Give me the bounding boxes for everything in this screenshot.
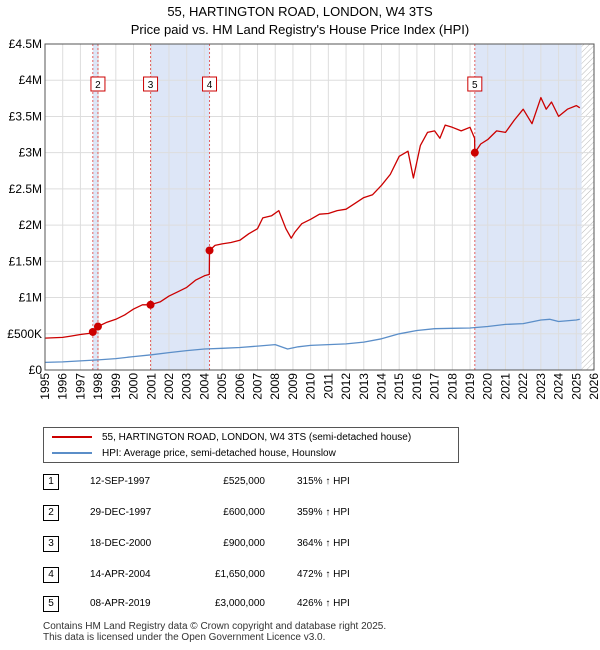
x-tick-label: 2007 [251, 373, 265, 400]
x-tick-label: 2013 [357, 373, 371, 400]
transaction-hpi: 426% ↑ HPI [297, 598, 350, 609]
x-tick-label: 2010 [304, 373, 318, 400]
transaction-hpi: 315% ↑ HPI [297, 476, 350, 487]
x-tick-label: 2020 [481, 373, 495, 400]
y-tick-label: £4.5M [9, 37, 42, 51]
x-tick-label: 2024 [552, 373, 566, 400]
legend-label-hpi: HPI: Average price, semi-detached house,… [102, 447, 336, 459]
marker-box-label: 2 [95, 80, 101, 91]
footer-license: This data is licensed under the Open Gov… [43, 632, 326, 643]
transaction-price: £900,000 [223, 538, 265, 549]
legend: 55, HARTINGTON ROAD, LONDON, W4 3TS (sem… [43, 427, 459, 463]
marker-box [467, 76, 483, 92]
x-tick-label: 2014 [374, 373, 388, 400]
legend-item-hpi: HPI: Average price, semi-detached house,… [52, 446, 336, 460]
x-tick-label: 1996 [56, 373, 70, 400]
transaction-point [146, 300, 155, 309]
transaction-price: £1,650,000 [214, 569, 265, 580]
x-tick-label: 2005 [215, 373, 229, 400]
y-tick-label: £500K [7, 327, 42, 341]
x-tick-label: 1995 [38, 373, 52, 400]
shaded-period [92, 44, 99, 370]
marker-box-label: 4 [207, 80, 213, 91]
x-tick-label: 2021 [498, 373, 512, 400]
transaction-number: 4 [43, 567, 59, 583]
legend-swatch-hpi [52, 452, 92, 454]
shaded-period [150, 44, 210, 370]
x-tick-label: 2022 [516, 373, 530, 400]
transaction-price: £3,000,000 [214, 598, 265, 609]
y-tick-label: £3.5M [9, 109, 42, 123]
transaction-hpi: 472% ↑ HPI [297, 569, 350, 580]
marker-box [143, 76, 159, 92]
transaction-price: £525,000 [223, 476, 265, 487]
shaded-period [474, 44, 582, 370]
transaction-row: 3 18-DEC-2000 £900,000 364% ↑ HPI [0, 536, 600, 554]
x-tick-label: 2026 [587, 373, 600, 400]
legend-swatch-property [52, 436, 92, 438]
transaction-row: 1 12-SEP-1997 £525,000 315% ↑ HPI [0, 474, 600, 492]
footer-copyright: Contains HM Land Registry data © Crown c… [43, 621, 387, 632]
hpi-line [44, 318, 580, 364]
footer: Contains HM Land Registry data © Crown c… [43, 621, 386, 643]
y-tick-label: £2.5M [9, 182, 42, 196]
y-tick-label: £4M [19, 73, 42, 87]
transaction-row: 5 08-APR-2019 £3,000,000 426% ↑ HPI [0, 596, 600, 614]
legend-item-property: 55, HARTINGTON ROAD, LONDON, W4 3TS (sem… [52, 430, 411, 444]
transaction-number: 3 [43, 536, 59, 552]
marker-box [202, 76, 218, 92]
plot-frame [44, 43, 595, 371]
transaction-row: 2 29-DEC-1997 £600,000 359% ↑ HPI [0, 505, 600, 523]
transaction-row: 4 14-APR-2004 £1,650,000 472% ↑ HPI [0, 567, 600, 585]
chart-subtitle: Price paid vs. HM Land Registry's House … [130, 22, 470, 37]
x-tick-label: 2015 [392, 373, 406, 400]
transaction-date: 12-SEP-1997 [90, 476, 151, 487]
marker-box-label: 5 [472, 80, 478, 91]
transaction-price: £600,000 [223, 507, 265, 518]
marker-box [90, 76, 106, 92]
transaction-point [88, 327, 97, 336]
x-tick-label: 1999 [109, 373, 123, 400]
x-tick-label: 2003 [180, 373, 194, 400]
y-tick-label: £0 [29, 363, 43, 377]
y-tick-label: £2M [19, 218, 42, 232]
forecast-hatch [581, 44, 594, 370]
x-tick-label: 2019 [463, 373, 477, 400]
x-tick-label: 2023 [534, 373, 548, 400]
transaction-hpi: 364% ↑ HPI [297, 538, 350, 549]
transaction-point [470, 148, 479, 157]
x-tick-label: 1998 [91, 373, 105, 400]
transaction-date: 14-APR-2004 [90, 569, 151, 580]
x-tick-label: 2006 [233, 373, 247, 400]
transaction-date: 18-DEC-2000 [90, 538, 152, 549]
x-tick-label: 1997 [73, 373, 87, 400]
x-tick-label: 2011 [321, 373, 335, 399]
x-tick-label: 2017 [428, 373, 442, 400]
y-tick-label: £3M [19, 146, 42, 160]
x-tick-label: 2002 [162, 373, 176, 400]
transaction-hpi: 359% ↑ HPI [297, 507, 350, 518]
x-tick-label: 2016 [410, 373, 424, 400]
transaction-point [205, 246, 214, 255]
x-tick-label: 2025 [569, 373, 583, 400]
chart-title: 55, HARTINGTON ROAD, LONDON, W4 3TS [167, 4, 433, 19]
x-tick-label: 2008 [268, 373, 282, 400]
price-chart: 2 3 4 5 £0 £500K £1M £1.5M £2M £2.5M £3M £3.5M £4M £4… [7, 37, 600, 400]
legend-label-property: 55, HARTINGTON ROAD, LONDON, W4 3TS (sem… [102, 431, 412, 443]
transaction-number: 1 [43, 474, 59, 490]
transaction-point [93, 322, 102, 331]
x-tick-label: 2012 [339, 373, 353, 400]
transaction-date: 29-DEC-1997 [90, 507, 152, 518]
x-tick-label: 2000 [127, 373, 141, 400]
x-tick-label: 2018 [445, 373, 459, 400]
x-tick-label: 2009 [286, 373, 300, 400]
y-tick-label: £1.5M [9, 254, 42, 268]
transaction-number: 2 [43, 505, 59, 521]
transaction-date: 08-APR-2019 [90, 598, 151, 609]
x-tick-label: 2001 [144, 373, 158, 400]
y-tick-label: £1M [19, 291, 42, 305]
marker-box-label: 3 [148, 80, 154, 91]
x-tick-label: 2004 [197, 373, 211, 400]
transaction-number: 5 [43, 596, 59, 612]
